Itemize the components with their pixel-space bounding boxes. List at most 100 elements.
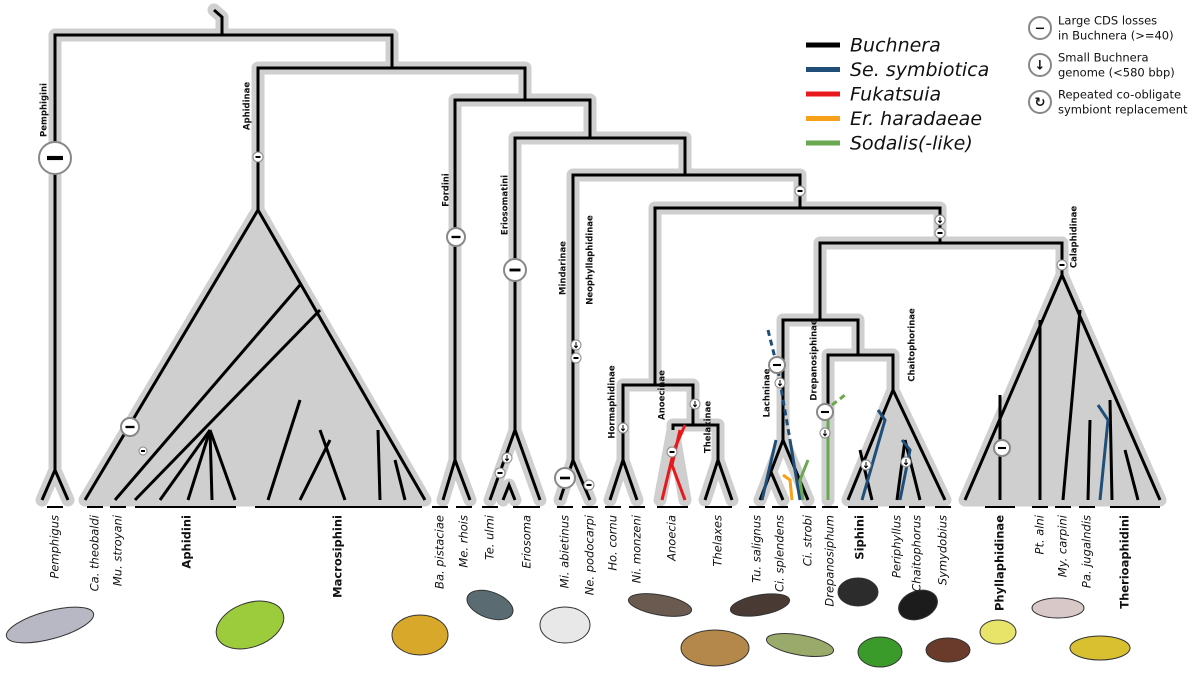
tree-halo — [35, 3, 1167, 507]
clade-triangle — [841, 383, 952, 507]
tip-label: Ba. pistaciae — [433, 515, 447, 589]
key-label: Repeated co-obligate — [1058, 88, 1181, 102]
insect — [898, 589, 938, 621]
branch — [895, 439, 907, 501]
insect — [857, 636, 903, 668]
tip-label: Chaitophorus — [910, 515, 924, 592]
branch — [376, 429, 382, 501]
clade-label: Chaitophorinae — [908, 308, 918, 382]
tip-label: Ni. monzeni — [630, 514, 644, 583]
branch — [781, 318, 860, 440]
branch — [186, 429, 212, 501]
tip-label: Ho. cornu — [606, 515, 620, 571]
minus-bar — [669, 451, 675, 453]
tip-label: Siphini — [853, 515, 867, 560]
minus-bar — [560, 476, 570, 480]
tip-label: Therioaphidini — [1118, 515, 1132, 609]
insect — [215, 600, 285, 650]
branch — [501, 480, 517, 501]
minus-bar — [47, 155, 63, 161]
minus-bar — [125, 425, 135, 429]
insect — [5, 606, 95, 644]
insect — [466, 589, 514, 621]
minus-bar — [937, 232, 943, 234]
key-symbol — [1028, 16, 1052, 40]
marker-glyph — [822, 430, 828, 437]
branch — [256, 66, 527, 210]
marker-glyph — [620, 425, 626, 432]
symbiont-line — [860, 409, 887, 501]
tip-label: Pa. jugalndis — [1080, 515, 1094, 588]
branch — [858, 449, 874, 501]
symbiont-line — [831, 393, 846, 407]
tip-label: My. carpini — [1056, 514, 1070, 577]
branch — [1086, 419, 1092, 501]
legend-label: Buchnera — [850, 35, 941, 57]
marker-glyph — [777, 380, 783, 387]
clade-triangle — [78, 203, 432, 507]
insect — [765, 633, 835, 657]
symbiont-line — [898, 439, 912, 501]
tip-label: Periphyllus — [890, 515, 904, 578]
symbiont-line — [1096, 404, 1110, 501]
insect — [1069, 635, 1131, 661]
clade-label: Mindarinae — [559, 241, 569, 295]
branch — [298, 439, 332, 501]
marker-glyph — [863, 462, 869, 469]
event-markers — [38, 141, 1068, 491]
minus-bar — [255, 156, 261, 158]
branch — [818, 241, 1064, 320]
insect — [729, 593, 791, 617]
clade-label: Aphidinae — [243, 82, 253, 130]
marker-glyph — [504, 455, 510, 462]
clade-label: Eriosomatini — [501, 175, 511, 235]
minus-bar — [1059, 264, 1065, 266]
tip-label: Symydobius — [936, 515, 950, 585]
symbiont-line — [670, 429, 687, 501]
tip-label: Ci. strobi — [801, 514, 815, 566]
tip-label: Aphidini — [180, 515, 194, 569]
tip-label: Mu. stroyani — [111, 514, 125, 586]
key-label: Large CDS losses — [1058, 14, 1157, 28]
branch — [1061, 309, 1082, 501]
key-glyph: ↓ — [1035, 59, 1046, 74]
branch — [513, 136, 687, 430]
branch-halo — [603, 453, 644, 507]
tip-label: Ca. theobaldi — [88, 514, 102, 591]
key-label: Small Buchnera — [1058, 51, 1149, 65]
clade-label: Drepanosiphinae — [810, 319, 820, 401]
clade-label: Lachninae — [763, 368, 773, 417]
legend-label: Se. symbiotica — [850, 59, 989, 81]
tip-label: Ne. podocarpi — [583, 514, 597, 595]
symbiont-line — [782, 473, 794, 501]
marker-glyph — [903, 459, 909, 466]
branch — [208, 429, 214, 501]
minus-bar — [573, 357, 579, 359]
tip-label: Macrosiphini — [331, 515, 345, 598]
tip-label: Pt. alni — [1033, 514, 1047, 554]
marker-glyph — [692, 401, 698, 408]
branch — [769, 471, 785, 501]
symbiont-line — [788, 439, 802, 501]
tip-label: Ci. splendens — [773, 515, 787, 592]
branch — [318, 429, 347, 501]
clade-label: Calaphidinae — [1070, 206, 1080, 268]
branch — [133, 308, 322, 502]
minus-bar — [497, 472, 503, 474]
clade-label: Fordini — [442, 173, 452, 207]
key-glyph: − — [1035, 22, 1046, 37]
tip-label: Anoecia — [665, 515, 679, 562]
branch — [703, 455, 734, 501]
branch — [963, 271, 1162, 501]
branch — [40, 466, 70, 501]
tip-label: Te. ulmi — [483, 514, 497, 560]
branch — [671, 423, 720, 460]
tip-label: Phyllaphidinae — [993, 515, 1007, 611]
clade-label: Hormaphidinae — [608, 365, 618, 439]
minus-bar — [797, 190, 803, 192]
branch — [1123, 449, 1140, 501]
branch-halo — [251, 61, 532, 217]
key-symbol — [1028, 53, 1052, 77]
branch — [213, 8, 224, 35]
